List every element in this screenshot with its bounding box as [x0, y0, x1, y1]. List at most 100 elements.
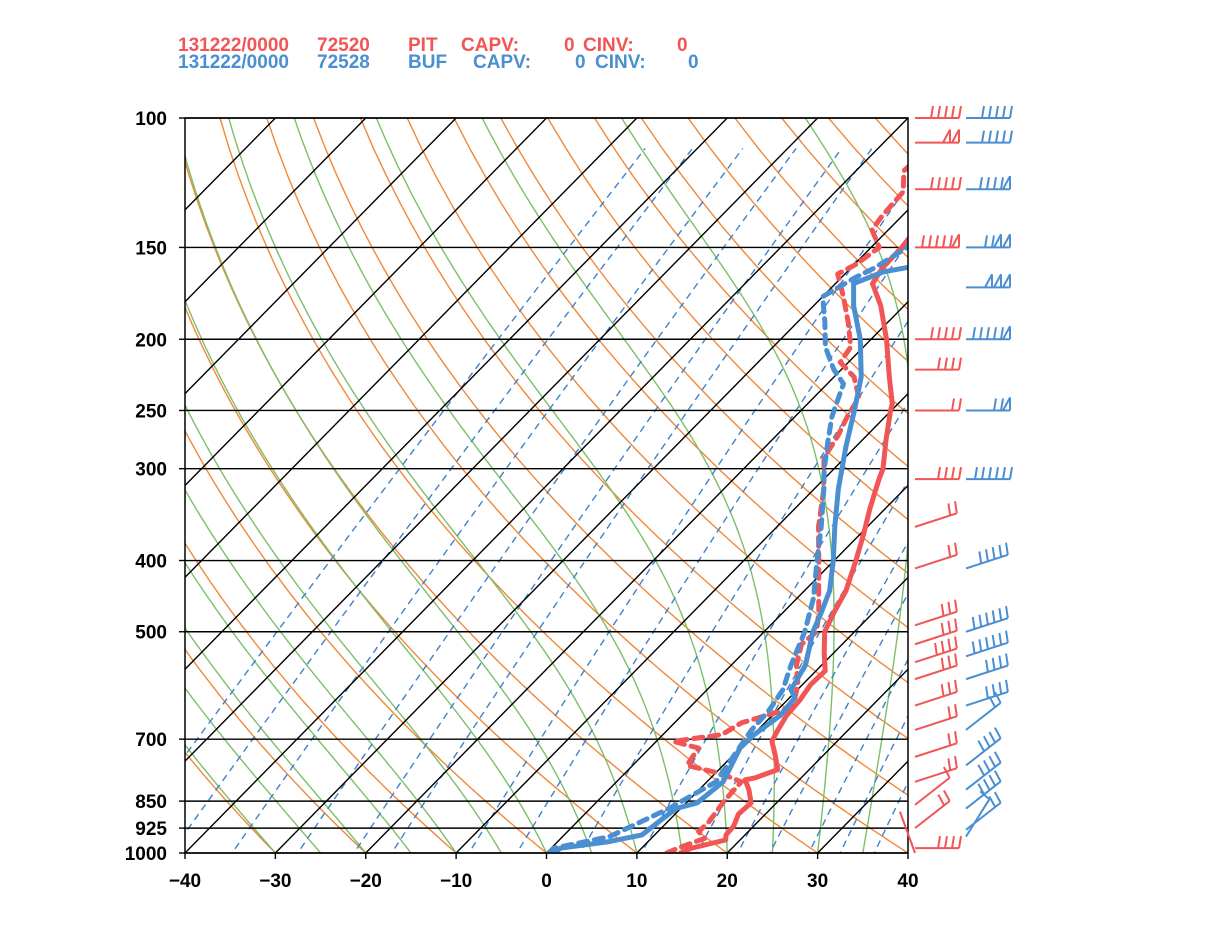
wind-barb-flag [981, 130, 985, 143]
wind-barb-flag [982, 760, 991, 772]
wind-barb-flag [947, 681, 952, 695]
wind-barb-flag [944, 466, 948, 480]
wind-barb-pennant [942, 129, 951, 144]
mixing-ratio-line [839, 714, 908, 853]
dry-adiabat-line [185, 305, 639, 853]
wind-barb-buf [965, 542, 1009, 570]
moist-adiabat-line [228, 118, 638, 853]
wind-barb-pit [915, 129, 960, 144]
y-tick-label: 200 [135, 330, 167, 351]
wind-barb-pit [915, 466, 962, 481]
wind-barb-shaft [914, 553, 958, 570]
wind-barb-flag [988, 731, 997, 744]
isotherm-line [907, 852, 908, 853]
wind-barb-flag [993, 177, 997, 190]
wind-barb-shaft [965, 737, 1002, 767]
x-tick-label: 10 [626, 871, 647, 892]
mixing-ratio-line [640, 401, 908, 853]
moist-adiabat-line [185, 687, 322, 853]
dry-adiabat-line [827, 118, 908, 207]
moist-adiabat-line [293, 118, 683, 853]
wind-barb-flag [947, 706, 952, 719]
wind-barb-pennant [951, 129, 960, 144]
wind-barb-flag [978, 639, 983, 652]
wind-barb-flag [947, 733, 952, 746]
y-tick-label: 300 [135, 460, 167, 481]
wind-barb-buf [966, 466, 1013, 481]
wind-barb-flag [937, 357, 941, 370]
wind-barb-shaft [914, 800, 951, 829]
wind-barb-flag [982, 778, 991, 791]
dry-adiabat-line [219, 118, 819, 853]
wind-barb-flag [974, 466, 978, 480]
wind-barb-flag [1005, 542, 1009, 555]
moist-adiabat-line [185, 626, 367, 853]
wind-barb-flag [993, 398, 997, 411]
isotherm-line [185, 118, 728, 671]
wind-barb-flag [988, 795, 997, 808]
wind-barb-shaft [965, 690, 1009, 707]
isotherm-line [185, 118, 908, 853]
y-axis-ticks: 100 150 200 250 300 400 500 700 850 925 1000 [125, 109, 185, 865]
wind-barb-pit [914, 766, 951, 806]
station-pit-header: 131222/0000 72520 PIT CAPV: 0 CINV: 0 [178, 36, 718, 56]
wind-barb-flag [1005, 679, 1009, 693]
wind-barb-flag [991, 610, 996, 623]
wind-barb-pit [915, 177, 962, 191]
moist-adiabat-line [185, 153, 593, 853]
wind-barb-pit [914, 542, 958, 570]
station-pit-id: 72520 [317, 35, 370, 56]
wind-barb-buf [965, 605, 1009, 633]
wind-barb-flag [954, 704, 958, 717]
y-tick-label: 250 [135, 401, 167, 422]
dry-adiabat-line [547, 118, 908, 521]
x-tick-label: −10 [440, 871, 472, 892]
wind-barb-flag [921, 235, 925, 248]
wind-barb-pit [914, 731, 958, 758]
dry-adiabat-line [734, 118, 908, 311]
wind-barb-pennant [993, 233, 1002, 248]
wind-barb-flag [958, 836, 962, 849]
station-buf-cinv-label: CINV: [595, 52, 646, 73]
wind-barb-flag [984, 235, 988, 248]
dry-adiabat-line [781, 118, 908, 259]
mixing-ratio-line [390, 147, 873, 853]
station-buf-datetime: 131222/0000 [178, 52, 289, 73]
wind-barb-shaft [965, 617, 1009, 633]
station-pit-capv-label: CAPV: [461, 35, 520, 56]
dry-adiabat-line [969, 118, 1210, 869]
isotherm-line [365, 300, 908, 853]
wind-barb-flag [988, 695, 997, 708]
wind-barb-flag [985, 637, 989, 650]
isotherms [185, 118, 908, 853]
mixing-ratio-line [873, 780, 908, 853]
wind-barb-shaft [914, 512, 958, 528]
x-axis-ticks: −40 −30 −20 −10 0 10 20 30 40 [169, 853, 919, 892]
dry-adiabat-line [266, 118, 908, 853]
dry-adiabat-line [687, 118, 908, 363]
station-pit-cinv-value: 0 [677, 35, 688, 56]
y-tick-label: 700 [135, 730, 167, 751]
wind-barb-flag [937, 105, 941, 119]
wind-barb-flag [993, 691, 1002, 704]
wind-barb-flag [954, 731, 958, 744]
mixing-ratio-line [736, 541, 908, 853]
isotherm-line [185, 118, 547, 487]
wind-barb-flag [958, 398, 962, 411]
wind-barb-pit [915, 836, 962, 850]
wind-barb-pennant [1002, 397, 1011, 411]
wind-barb-flag [930, 105, 934, 119]
series-buf-temperature [552, 264, 908, 853]
wind-barb-pit [915, 398, 962, 412]
wind-barb-flag [954, 653, 958, 666]
wind-barb-pennant [1002, 175, 1011, 190]
wind-barb-flag [971, 616, 976, 630]
wind-barb-pennant [951, 233, 960, 248]
x-tick-label: −20 [350, 871, 382, 892]
wind-barb-flag [991, 684, 996, 697]
station-buf-id: 72528 [317, 52, 370, 73]
wind-barb-pennant [1002, 233, 1011, 248]
wind-barb-pit [914, 501, 958, 528]
wind-barb-buf [965, 653, 1009, 681]
x-tick-label: 20 [717, 871, 738, 892]
